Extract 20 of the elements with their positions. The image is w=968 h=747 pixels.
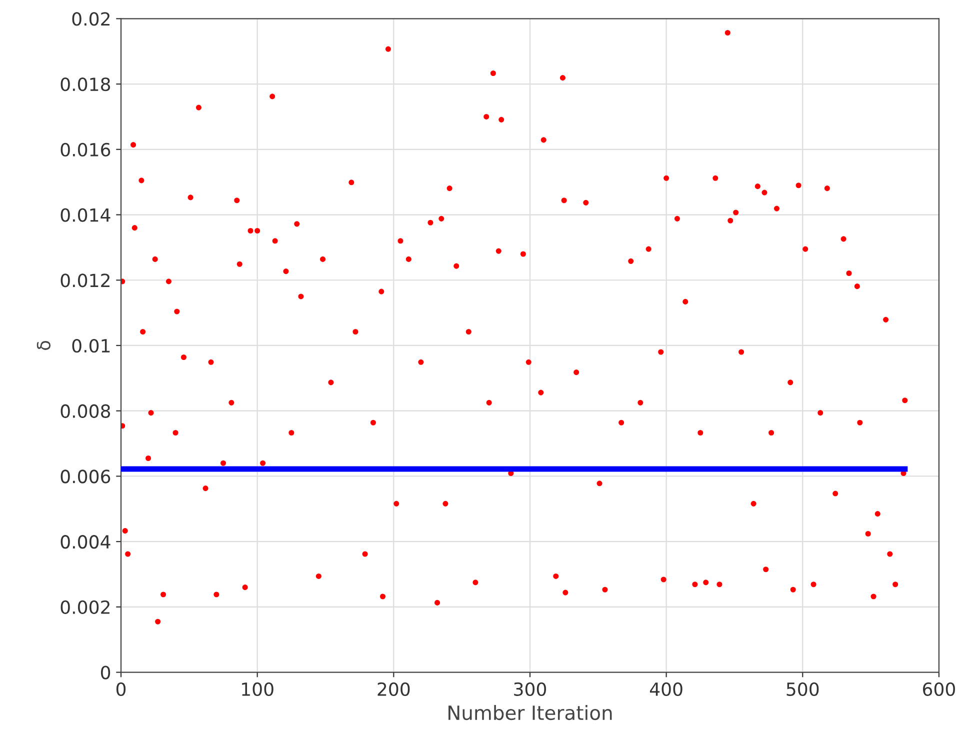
x-tick-label: 500 — [786, 682, 819, 696]
x-tick-label: 100 — [242, 682, 274, 696]
y-tick-label: 0.012 — [60, 274, 110, 288]
y-tick-label: 0.016 — [60, 142, 110, 157]
x-axis-title: Number Iteration — [448, 705, 612, 720]
x-tick-label: 600 — [922, 682, 955, 696]
y-tick-label: 0.01 — [72, 338, 110, 353]
y-tick-label: 0 — [100, 666, 110, 680]
y-tick-label: 0.018 — [60, 77, 110, 92]
y-tick-label: 0.02 — [72, 12, 110, 26]
y-tick-label: 0.004 — [60, 535, 110, 549]
y-tick-label: 0.014 — [60, 208, 110, 222]
y-tick-label: 0.006 — [60, 470, 110, 484]
y-tick-label: 0.002 — [60, 600, 110, 614]
x-tick-label: 200 — [378, 682, 410, 696]
x-tick-label: 0 — [116, 682, 126, 696]
x-tick-label: 300 — [514, 682, 546, 696]
x-tick-label: 400 — [650, 682, 682, 696]
y-tick-label: 0.008 — [60, 404, 110, 418]
y-axis-title: δ — [36, 340, 51, 350]
